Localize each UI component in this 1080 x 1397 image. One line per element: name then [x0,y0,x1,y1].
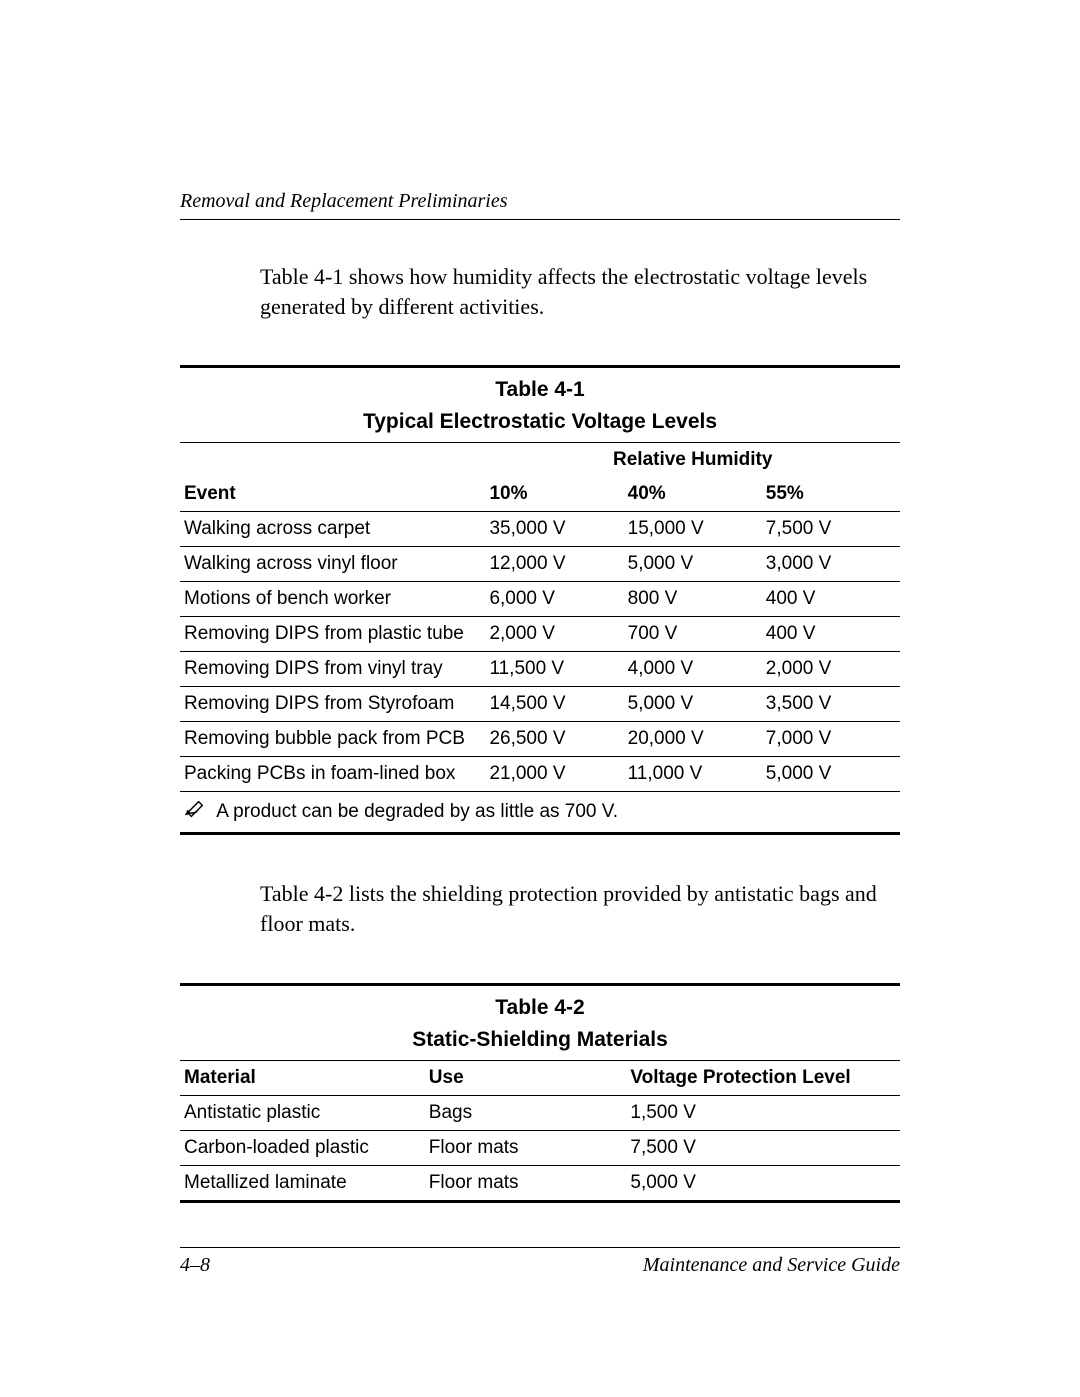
table-cell: 400 V [762,582,900,617]
table-cell: 35,000 V [485,512,623,547]
page-footer: 4–8 Maintenance and Service Guide [180,1247,900,1277]
table-cell: Bags [425,1095,627,1130]
table-cell: 5,000 V [624,687,762,722]
doc-title: Maintenance and Service Guide [643,1254,900,1277]
table-cell: 11,500 V [485,652,623,687]
running-header: Removal and Replacement Preliminaries [180,190,900,220]
table-cell: 5,000 V [762,757,900,792]
table-cell: 1,500 V [626,1095,900,1130]
table-row: Antistatic plasticBags1,500 V [180,1095,900,1130]
page: Removal and Replacement Preliminaries Ta… [0,0,1080,1397]
col-55pct: 55% [762,477,900,512]
table-row: Packing PCBs in foam-lined box21,000 V11… [180,757,900,792]
table-row: Carbon-loaded plasticFloor mats7,500 V [180,1130,900,1165]
table-cell: 3,000 V [762,547,900,582]
table-row: Removing DIPS from plastic tube2,000 V70… [180,617,900,652]
table-cell: 14,500 V [485,687,623,722]
table-cell: 2,000 V [762,652,900,687]
table-cell: 11,000 V [624,757,762,792]
table-cell: 2,000 V [485,617,623,652]
table-title: Typical Electrostatic Voltage Levels [180,410,900,443]
table-row: Walking across carpet35,000 V15,000 V7,5… [180,512,900,547]
table-4-2: Table 4-2 Static-Shielding Materials Mat… [180,983,900,1203]
table-cell: 20,000 V [624,722,762,757]
table-cell: 400 V [762,617,900,652]
table-cell: 21,000 V [485,757,623,792]
table-label: Table 4-1 [180,368,900,410]
table-cell: Motions of bench worker [180,582,485,617]
table-cell: Metallized laminate [180,1165,425,1200]
table-cell: Removing DIPS from Styrofoam [180,687,485,722]
table-label: Table 4-2 [180,986,900,1028]
intro-paragraph-1: Table 4-1 shows how humidity affects the… [260,262,900,321]
col-material: Material [180,1061,425,1096]
table-cell: Antistatic plastic [180,1095,425,1130]
page-number: 4–8 [180,1254,210,1277]
col-voltage-protection: Voltage Protection Level [626,1061,900,1096]
table-cell: 12,000 V [485,547,623,582]
table-cell: Floor mats [425,1130,627,1165]
shielding-table: Material Use Voltage Protection Level An… [180,1061,900,1200]
table-4-1: Table 4-1 Typical Electrostatic Voltage … [180,365,900,835]
table-bottom-rule [180,832,900,835]
table-cell: Walking across vinyl floor [180,547,485,582]
table-cell: Removing DIPS from plastic tube [180,617,485,652]
table-row: Metallized laminateFloor mats5,000 V [180,1165,900,1200]
table-row: Walking across vinyl floor12,000 V5,000 … [180,547,900,582]
table-cell: 7,500 V [762,512,900,547]
table-row: Removing bubble pack from PCB26,500 V20,… [180,722,900,757]
table-row: Removing DIPS from Styrofoam14,500 V5,00… [180,687,900,722]
table-cell: 3,500 V [762,687,900,722]
table-cell: 5,000 V [626,1165,900,1200]
table-cell: Packing PCBs in foam-lined box [180,757,485,792]
table-cell: 4,000 V [624,652,762,687]
super-header-relative-humidity: Relative Humidity [485,443,900,477]
table-cell: Carbon-loaded plastic [180,1130,425,1165]
col-10pct: 10% [485,477,623,512]
table-cell: 7,500 V [626,1130,900,1165]
note-icon [184,798,206,826]
table-note-text: A product can be degraded by as little a… [216,801,618,822]
table-note: A product can be degraded by as little a… [180,792,900,833]
table-row: Motions of bench worker6,000 V800 V400 V [180,582,900,617]
intro-paragraph-2: Table 4-2 lists the shielding protection… [260,879,900,938]
table-cell: 26,500 V [485,722,623,757]
table-title: Static-Shielding Materials [180,1028,900,1061]
table-cell: Removing bubble pack from PCB [180,722,485,757]
col-40pct: 40% [624,477,762,512]
table-cell: 800 V [624,582,762,617]
table-cell: 6,000 V [485,582,623,617]
col-event: Event [180,477,485,512]
table-cell: Removing DIPS from vinyl tray [180,652,485,687]
table-cell: 15,000 V [624,512,762,547]
table-cell: 700 V [624,617,762,652]
table-cell: Walking across carpet [180,512,485,547]
table-row: Removing DIPS from vinyl tray11,500 V4,0… [180,652,900,687]
voltage-table: Relative Humidity Event 10% 40% 55% Walk… [180,443,900,832]
table-bottom-rule [180,1200,900,1203]
col-use: Use [425,1061,627,1096]
table-cell: Floor mats [425,1165,627,1200]
table-cell: 5,000 V [624,547,762,582]
col-blank [180,443,485,477]
table-cell: 7,000 V [762,722,900,757]
